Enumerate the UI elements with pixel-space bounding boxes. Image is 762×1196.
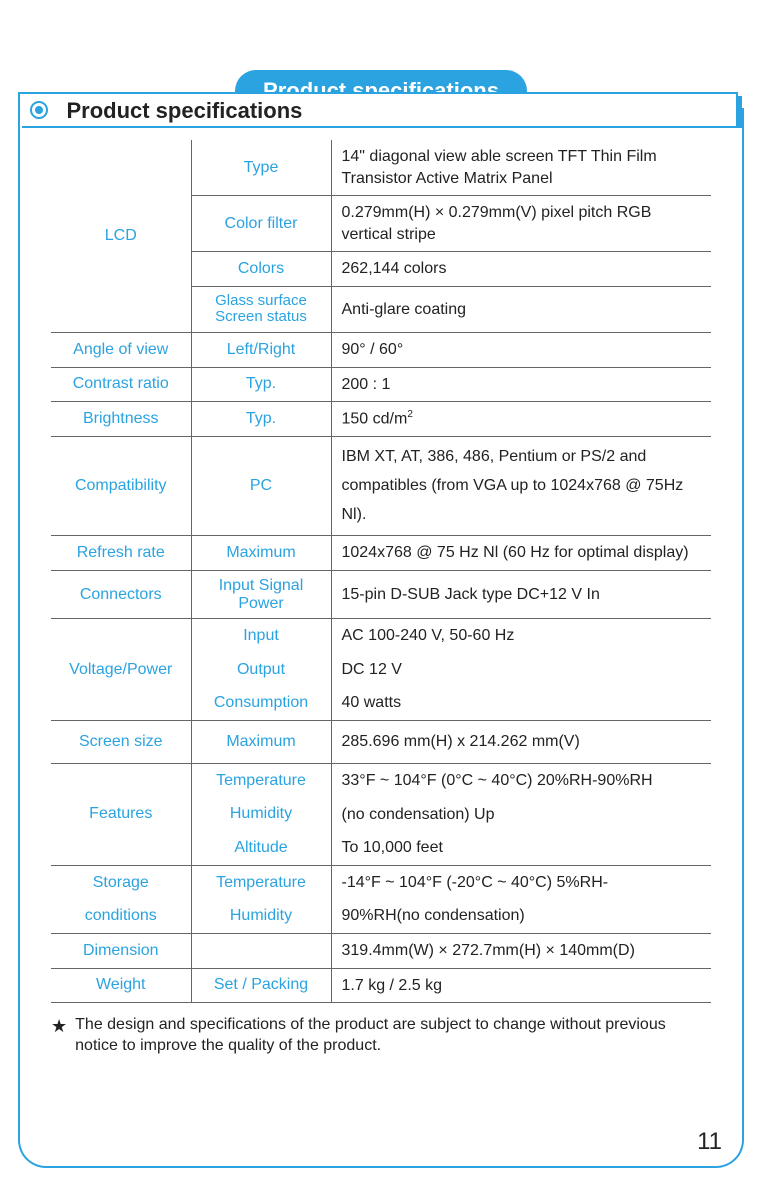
page-number: 11 <box>697 1128 722 1156</box>
page-frame <box>18 108 744 1168</box>
